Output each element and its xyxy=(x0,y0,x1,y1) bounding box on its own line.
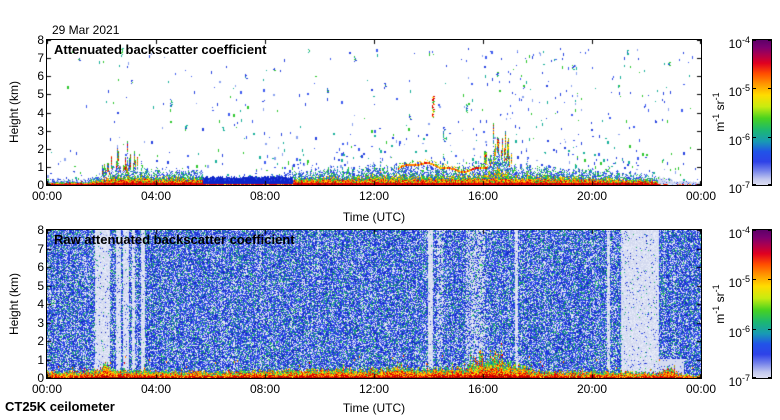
raw-backscatter-heatmap xyxy=(47,230,701,378)
y-tick-label: 8 xyxy=(37,33,44,47)
x-tick-label: 16:00 xyxy=(467,189,499,203)
x-tick-label: 08:00 xyxy=(249,189,281,203)
colorbar-tick-mark xyxy=(753,279,756,280)
y-tick-label: 3 xyxy=(37,315,44,330)
colorbar-tick-mark xyxy=(753,377,756,378)
panel-title-raw: Raw attenuated backscatter coefficient xyxy=(54,232,295,247)
colorbar-unit-label-top: m-1 sr-1 xyxy=(711,92,727,132)
colorbar-tick-mark xyxy=(768,88,771,89)
y-tick-label: 0 xyxy=(37,178,44,192)
y-tick-label: 7 xyxy=(37,51,44,66)
panel-title-attenuated: Attenuated backscatter coefficient xyxy=(54,42,267,57)
x-tick-label: 16:00 xyxy=(467,382,499,396)
colorbar-tick-labels-top: 10-4 10-5 10-6 10-7 xyxy=(690,35,750,196)
y-tick-labels-bottom: 0 1 2 3 4 5 6 7 8 xyxy=(18,223,44,385)
colorbar-unit-label-bottom: m-1 sr-1 xyxy=(711,284,727,324)
x-tick-label: 08:00 xyxy=(249,382,281,396)
colorbar-tick-mark xyxy=(768,377,771,378)
plot-raw-backscatter: Raw attenuated backscatter coefficient xyxy=(46,229,702,379)
colorbar-tick-label: 10-4 xyxy=(728,225,750,241)
y-tick-label: 8 xyxy=(37,223,44,237)
colorbar-tick-mark xyxy=(753,88,756,89)
plot-attenuated-backscatter: Attenuated backscatter coefficient xyxy=(46,39,702,186)
colorbar-tick-label: 10-6 xyxy=(728,323,750,340)
colorbar-tick-label: 10-5 xyxy=(728,274,750,291)
y-tick-label: 2 xyxy=(37,334,44,348)
x-tick-label: 04:00 xyxy=(140,382,172,396)
colorbar-tick-label: 10-4 xyxy=(728,35,750,51)
colorbar-tick-mark xyxy=(753,230,756,231)
y-axis-label-bottom: Height (km) xyxy=(7,273,21,336)
y-tick-label: 4 xyxy=(37,297,44,311)
colorbar-tick-mark xyxy=(768,230,771,231)
colorbar-tick-mark xyxy=(753,184,756,185)
attenuated-backscatter-heatmap xyxy=(47,40,701,185)
x-tick-label: 00:00 xyxy=(685,189,717,203)
x-axis-label-top: Time (UTC) xyxy=(342,210,406,224)
colorbar-tick-mark xyxy=(768,137,771,138)
date-label: 29 Mar 2021 xyxy=(52,23,120,37)
y-tick-label: 5 xyxy=(37,278,44,293)
colorbar-tick-mark xyxy=(768,40,771,41)
y-tick-label: 6 xyxy=(37,260,44,274)
x-tick-label: 20:00 xyxy=(576,382,608,396)
colorbar-tick-labels-bottom: 10-4 10-5 10-6 10-7 xyxy=(690,225,750,389)
x-tick-label: 00:00 xyxy=(31,189,63,203)
x-tick-label: 00:00 xyxy=(31,382,63,396)
colorbar-tick-label: 10-5 xyxy=(728,83,750,100)
x-tick-label: 00:00 xyxy=(685,382,717,396)
x-tick-labels-bottom: 00:00 04:00 08:00 12:00 16:00 20:00 00:00 xyxy=(32,382,716,396)
x-tick-label: 20:00 xyxy=(576,189,608,203)
y-tick-label: 5 xyxy=(37,87,44,102)
x-tick-label: 12:00 xyxy=(358,189,390,203)
y-axis-label-top: Height (km) xyxy=(7,81,21,144)
colorbar-tick-mark xyxy=(753,40,756,41)
colorbar-bottom xyxy=(752,229,772,379)
y-tick-label: 6 xyxy=(37,69,44,84)
y-tick-label: 4 xyxy=(37,105,44,120)
y-tick-label: 7 xyxy=(37,241,44,256)
y-tick-label: 1 xyxy=(37,159,44,174)
colorbar-tick-label: 10-7 xyxy=(728,373,750,389)
x-tick-labels-top: 00:00 04:00 08:00 12:00 16:00 20:00 00:00 xyxy=(32,189,716,203)
x-tick-label: 04:00 xyxy=(140,189,172,203)
colorbar-tick-mark xyxy=(768,279,771,280)
colorbar-tick-mark xyxy=(753,329,756,330)
y-tick-label: 3 xyxy=(37,123,44,138)
x-axis-label-bottom: Time (UTC) xyxy=(342,401,406,415)
colorbar-tick-mark xyxy=(768,329,771,330)
y-tick-label: 0 xyxy=(37,371,44,385)
x-tick-label: 12:00 xyxy=(358,382,390,396)
colorbar-tick-label: 10-7 xyxy=(728,180,750,196)
colorbar-tick-label: 10-6 xyxy=(728,131,750,148)
colorbar-tick-mark xyxy=(768,184,771,185)
y-tick-labels-top: 0 1 2 3 4 5 6 7 8 xyxy=(18,33,44,192)
colorbar-tick-mark xyxy=(753,137,756,138)
y-tick-label: 1 xyxy=(37,352,44,367)
colorbar-gradient xyxy=(753,40,771,185)
colorbar-gradient xyxy=(753,230,771,378)
colorbar-top xyxy=(752,39,772,186)
instrument-label: CT25K ceilometer xyxy=(5,399,115,414)
y-tick-label: 2 xyxy=(37,141,44,156)
